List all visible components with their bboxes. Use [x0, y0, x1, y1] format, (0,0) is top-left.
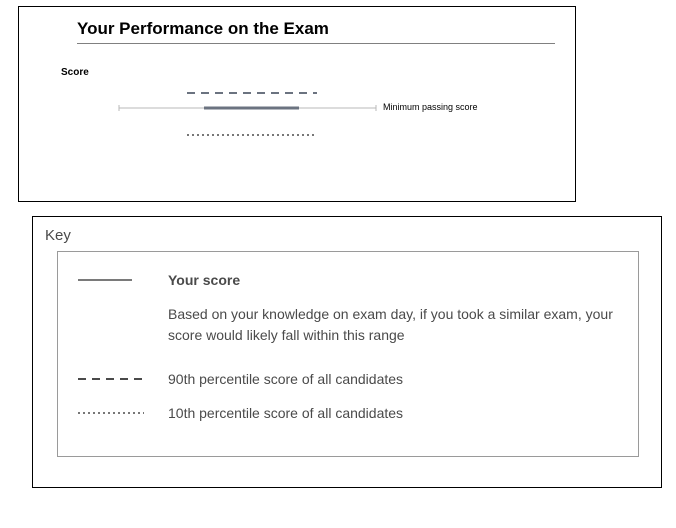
key-label-your_score: Your score: [168, 272, 240, 288]
key-label-p10: 10th percentile score of all candidates: [168, 405, 403, 421]
min-passing-label: Minimum passing score: [383, 102, 478, 112]
key-sublabel-your_score: Based on your knowledge on exam day, if …: [168, 304, 614, 345]
performance-panel: Your Performance on the Exam Score Minim…: [18, 6, 576, 202]
key-row-p90: 90th percentile score of all candidates: [72, 369, 614, 389]
key-swatch-your_score: [72, 270, 154, 290]
key-box: Your score Based on your knowledge on exa…: [57, 251, 639, 457]
chart-area: Score Minimum passing score: [19, 7, 577, 203]
key-title: Key: [45, 227, 71, 244]
key-row-p10: 10th percentile score of all candidates: [72, 403, 614, 423]
key-row-your_score: Your score Based on your knowledge on exa…: [72, 270, 614, 345]
score-chart: [19, 7, 577, 203]
key-swatch-p90: [72, 369, 154, 389]
key-panel: Key Your score Based on your knowledge on…: [32, 216, 662, 488]
key-swatch-p10: [72, 403, 154, 423]
key-label-p90: 90th percentile score of all candidates: [168, 371, 403, 387]
